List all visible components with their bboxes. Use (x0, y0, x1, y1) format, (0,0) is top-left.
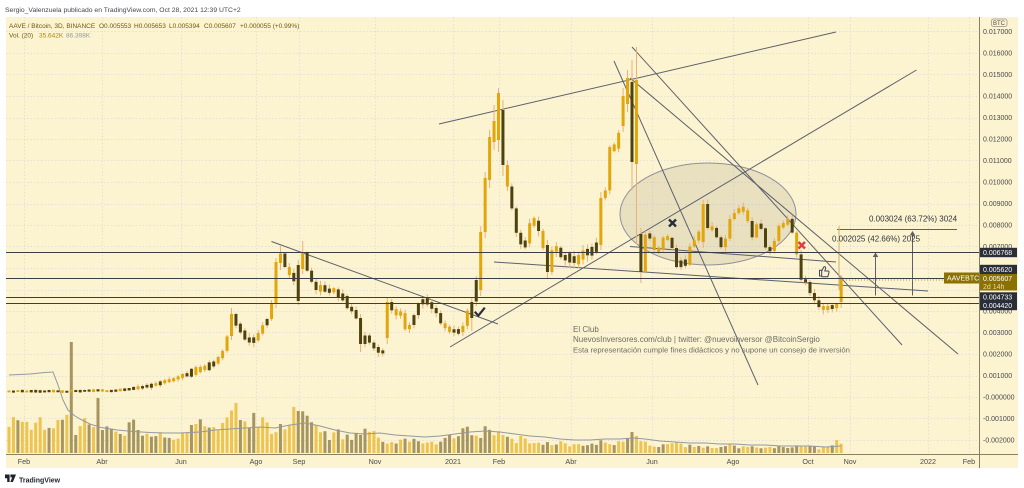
svg-text:0.003024 (63.72%) 3024: 0.003024 (63.72%) 3024 (869, 215, 958, 224)
svg-text:0.012000: 0.012000 (983, 137, 1012, 144)
svg-text:Sep: Sep (293, 457, 306, 466)
svg-text:0.004733: 0.004733 (983, 295, 1012, 302)
svg-text:0.007000: 0.007000 (983, 244, 1012, 251)
svg-text:2021: 2021 (445, 457, 461, 466)
svg-text:2022: 2022 (920, 457, 936, 466)
svg-text:Nov: Nov (844, 457, 857, 466)
svg-text:0.017000: 0.017000 (983, 29, 1012, 36)
svg-text:Feb: Feb (493, 457, 505, 466)
svg-text:0.008000: 0.008000 (983, 223, 1012, 230)
svg-text:0.004420: 0.004420 (983, 303, 1012, 310)
svg-text:AAVEBTC: AAVEBTC (947, 276, 979, 283)
svg-text:Feb: Feb (963, 457, 975, 466)
svg-text:Ago: Ago (250, 457, 263, 466)
svg-text:0.001000: 0.001000 (983, 373, 1012, 380)
svg-text:0.013000: 0.013000 (983, 115, 1012, 122)
svg-text:Feb: Feb (18, 457, 30, 466)
svg-text:Ago: Ago (727, 457, 740, 466)
svg-text:Esta representación cumple fin: Esta representación cumple fines didácti… (573, 345, 850, 354)
svg-text:0.009000: 0.009000 (983, 201, 1012, 208)
svg-text:2d 14h: 2d 14h (983, 284, 1005, 291)
svg-text:El Club: El Club (573, 325, 599, 334)
svg-text:0.014000: 0.014000 (983, 94, 1012, 101)
svg-text:Jun: Jun (175, 457, 187, 466)
svg-text:0.002000: 0.002000 (983, 352, 1012, 359)
svg-text:Oct: Oct (802, 457, 813, 466)
svg-text:0.004000: 0.004000 (983, 309, 1012, 316)
svg-text:NuevosInversores.com/club | tw: NuevosInversores.com/club | twitter: @nu… (573, 335, 820, 344)
svg-text:-0.000000: -0.000000 (983, 395, 1015, 402)
svg-text:TradingView: TradingView (19, 478, 61, 485)
svg-text:0.002025 (42.66%) 2025: 0.002025 (42.66%) 2025 (832, 235, 921, 244)
svg-text:Sergio_Valenzuela publicado en: Sergio_Valenzuela publicado en TradingVi… (5, 7, 241, 14)
svg-text:-0.001000: -0.001000 (983, 416, 1015, 423)
svg-text:0.003000: 0.003000 (983, 330, 1012, 337)
svg-text:-0.002000: -0.002000 (983, 438, 1015, 445)
svg-text:0.005620: 0.005620 (983, 267, 1012, 274)
svg-text:Nov: Nov (369, 457, 382, 466)
svg-text:BTC: BTC (993, 21, 1006, 27)
svg-text:0.011000: 0.011000 (983, 158, 1012, 165)
svg-text:Abr: Abr (96, 457, 108, 466)
svg-text:0.005607: 0.005607 (983, 276, 1012, 283)
svg-text:0.015000: 0.015000 (983, 72, 1012, 79)
svg-text:Abr: Abr (565, 457, 577, 466)
svg-text:Jun: Jun (646, 457, 658, 466)
svg-text:0.010000: 0.010000 (983, 180, 1012, 187)
svg-text:0.016000: 0.016000 (983, 51, 1012, 58)
svg-text:0.006768: 0.006768 (983, 250, 1012, 257)
